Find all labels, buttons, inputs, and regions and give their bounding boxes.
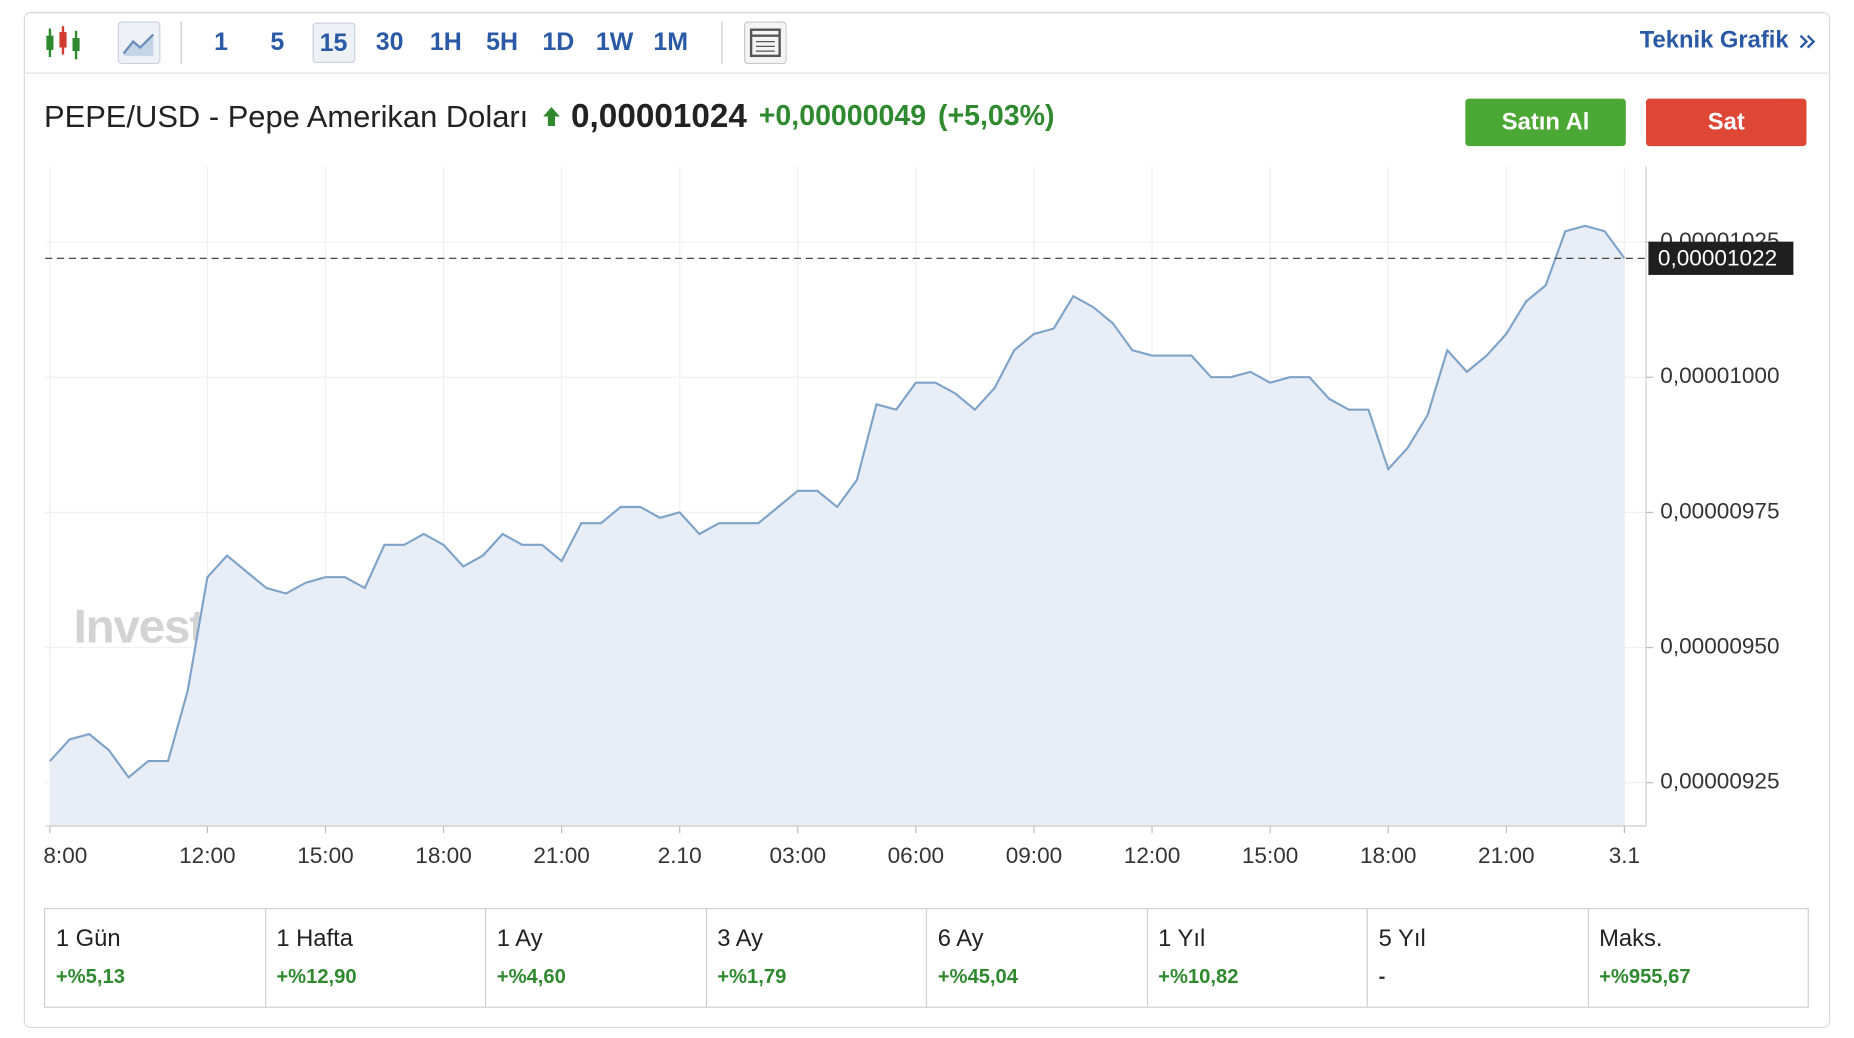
price-change: +0,00000049 (758, 99, 927, 132)
period-change: +%45,04 (937, 965, 1019, 988)
period-change: - (1378, 965, 1386, 988)
period-label: 6 Ay (937, 925, 984, 952)
last-price-tag (1648, 241, 1794, 275)
interval-button[interactable]: 15 (312, 22, 355, 63)
performance-cell: 1 Yıl +%10,82 (1147, 909, 1368, 1007)
divider (23, 72, 1831, 74)
x-tick-label: 18:00 (415, 843, 472, 868)
interval-button[interactable]: 1H (429, 28, 462, 56)
x-tick-label: 09:00 (1006, 843, 1063, 868)
period-label: 3 Ay (717, 925, 764, 952)
interval-button[interactable]: 5H (486, 28, 519, 56)
sell-button[interactable]: Sat (1646, 98, 1807, 147)
x-tick-label: 2.10 (658, 843, 702, 868)
area (49, 225, 1625, 826)
interval-button[interactable]: 1W (595, 28, 634, 56)
y-tick-label: 0,00000925 (1660, 769, 1779, 794)
candlestick-icon[interactable] (43, 24, 83, 62)
performance-cell: 1 Gün +%5,13 (45, 909, 266, 1007)
period-change: +%12,90 (276, 965, 357, 988)
performance-cell: 6 Ay +%45,04 (927, 909, 1148, 1007)
percent-change: (+5,03%) (937, 99, 1055, 132)
technical-chart-link[interactable]: Teknik Grafik (1639, 27, 1789, 54)
period-label: 1 Hafta (276, 925, 353, 952)
interval-button[interactable]: 1M (653, 28, 689, 56)
performance-cell: 5 Yıl - (1368, 909, 1589, 1007)
layout-icon[interactable] (743, 21, 787, 65)
last-price-label: 0,00001022 (1658, 245, 1777, 270)
period-label: Maks. (1599, 925, 1663, 952)
frame (23, 11, 1831, 1029)
period-label: 5 Yıl (1378, 925, 1426, 952)
x-tick-label: 21:00 (533, 843, 590, 868)
interval-button[interactable]: 30 (375, 28, 404, 56)
separator (721, 21, 723, 65)
x-tick-label: 3.1 (1609, 843, 1640, 868)
period-change: +%5,13 (55, 965, 125, 988)
period-label: 1 Gün (55, 925, 121, 952)
line-chart-icon[interactable] (117, 21, 161, 65)
period-change: +%955,67 (1599, 965, 1691, 988)
x-tick-label: 15:00 (1242, 843, 1299, 868)
up-arrow (542, 106, 560, 126)
x-tick-label: 06:00 (888, 843, 945, 868)
interval-button[interactable]: 1 (214, 28, 228, 56)
y-tick-label: 0,00001000 (1660, 363, 1779, 388)
chevron-icon (1799, 34, 1816, 49)
quote-header: PEPE/USD - Pepe Amerikan Doları 0,000010… (44, 97, 1066, 135)
period-change: +%4,60 (496, 965, 566, 988)
period-label: 1 Ay (496, 925, 543, 952)
x-tick-label: 21:00 (1478, 843, 1535, 868)
x-tick-label: 15:00 (297, 843, 354, 868)
instrument-name: PEPE/USD - Pepe Amerikan Doları (43, 98, 529, 134)
period-label: 1 Yıl (1158, 925, 1206, 952)
interval-button[interactable]: 5 (270, 28, 285, 56)
period-change: +%1,79 (717, 965, 787, 988)
x-tick-label: 12:00 (179, 843, 236, 868)
price-line (49, 224, 1626, 779)
x-tick-label: 8:00 (43, 843, 87, 868)
x-tick-label: 12:00 (1124, 843, 1181, 868)
performance-cell: 1 Ay +%4,60 (486, 909, 707, 1007)
performance-cell: 3 Ay +%1,79 (707, 909, 927, 1007)
y-tick-label: 0,00000950 (1660, 634, 1779, 659)
x-tick-label: 18:00 (1360, 843, 1417, 868)
x-tick-label: 03:00 (770, 843, 827, 868)
price-chart: Investing.com0,000009250,000009500,00000… (43, 166, 1794, 868)
performance-cell: Maks. +%955,67 (1588, 909, 1807, 1006)
performance-cell: 1 Hafta +%12,90 (266, 909, 487, 1007)
y-tick-label: 0,00000975 (1660, 498, 1779, 523)
buy-button[interactable]: Satın Al (1465, 98, 1626, 147)
period-change: +%10,82 (1158, 965, 1239, 988)
separator (180, 21, 182, 65)
price: 0,00001024 (571, 97, 747, 135)
interval-button[interactable]: 1D (542, 28, 575, 56)
performance-table: 1 Gün +%5,13 1 Hafta +%12,90 1 Ay +%4,60 3 Ay +… (43, 907, 1809, 1008)
